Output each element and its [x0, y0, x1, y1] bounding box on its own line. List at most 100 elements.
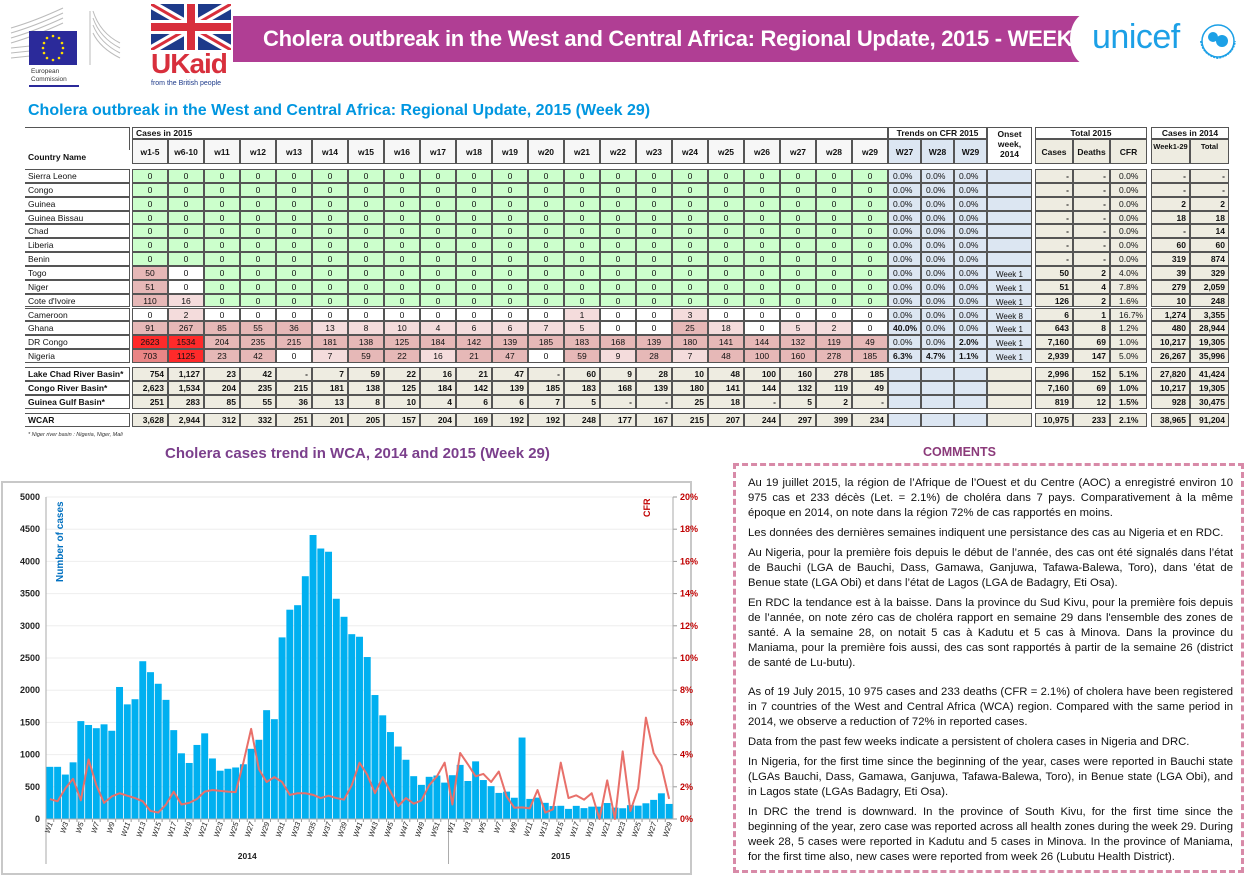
- summary-week-value: 125: [384, 381, 420, 395]
- y2014-value: 2: [1151, 196, 1190, 211]
- week-case-count: 0: [816, 293, 852, 308]
- week-case-count: 0: [708, 307, 744, 322]
- week-case-count: 0: [384, 196, 420, 211]
- country-name: Nigeria: [25, 349, 130, 363]
- week-case-count: 0: [456, 252, 492, 266]
- week-case-count: 0: [816, 252, 852, 266]
- total-2015-value: 2: [1073, 265, 1110, 280]
- y2014-value: 3,355: [1190, 307, 1229, 322]
- summary-week-value: 55: [240, 395, 276, 409]
- summary-week-value: 160: [780, 367, 816, 381]
- week-case-count: 0: [384, 238, 420, 253]
- x-tick-label: W23: [614, 820, 628, 838]
- week-case-count: 6: [456, 321, 492, 336]
- week-case-count: 204: [204, 335, 240, 350]
- week-case-count: 0: [636, 321, 672, 336]
- country-name: DR Congo: [25, 335, 130, 350]
- trend-cfr-value: 2.0%: [954, 335, 987, 350]
- week-case-count: 0: [384, 224, 420, 239]
- cholera-cases-table: Country Name Cases in 2015 Trends on CFR 2…: [25, 127, 1229, 427]
- total-2015-value: -: [1073, 210, 1110, 225]
- summary-week-value: 1,534: [168, 381, 204, 395]
- trend-cfr-value: 0.0%: [954, 169, 987, 183]
- bar-2014-w48: [410, 776, 418, 819]
- y2014-value: 1,274: [1151, 307, 1190, 322]
- week-case-count: 0: [168, 210, 204, 225]
- week-case-count: 0: [636, 224, 672, 239]
- trend-cfr-value: 0.0%: [921, 196, 954, 211]
- summary-week-value: 207: [708, 413, 744, 427]
- week-case-count: 703: [132, 349, 168, 363]
- x-tick-label: W9: [105, 820, 117, 834]
- trend-column-header: W28: [921, 139, 954, 164]
- week-case-count: 215: [276, 335, 312, 350]
- week-case-count: 0: [204, 293, 240, 308]
- week-case-count: 0: [384, 293, 420, 308]
- y2014-value: 60: [1190, 238, 1229, 253]
- week-case-count: 7: [312, 349, 348, 363]
- week-case-count: 4: [420, 321, 456, 336]
- week-case-count: 0: [636, 210, 672, 225]
- bar-2015-w16: [565, 808, 572, 819]
- trend-cfr-value: 0.0%: [888, 279, 921, 294]
- bar-2014-w47: [402, 759, 410, 819]
- y2-tick-label: 16%: [680, 556, 698, 566]
- summary-week-value: 36: [276, 395, 312, 409]
- summary-2014-value: 38,965: [1151, 413, 1190, 427]
- comment-paragraph: Au Nigeria, pour la première fois depuis…: [748, 547, 1233, 589]
- week-case-count: 0: [276, 349, 312, 363]
- onset-week-value: [987, 196, 1032, 211]
- week-case-count: 0: [780, 196, 816, 211]
- total-2015-value: -: [1073, 169, 1110, 183]
- week-case-count: 0: [276, 238, 312, 253]
- summary-week-value: 47: [492, 367, 528, 381]
- x-tick-label: W23: [212, 820, 226, 838]
- week-case-count: 0: [636, 293, 672, 308]
- week-case-count: 9: [600, 349, 636, 363]
- week-case-count: 0: [204, 279, 240, 294]
- week-case-count: 139: [636, 335, 672, 350]
- week-case-count: 0: [744, 182, 780, 197]
- bar-2015-w26: [642, 803, 650, 819]
- bar-2014-w15: [154, 683, 162, 819]
- y-tick-label: 1000: [20, 750, 40, 760]
- total-2015-value: 4.0%: [1110, 265, 1147, 280]
- bar-2015-w12: [534, 797, 542, 819]
- comment-paragraph: Data from the past few weeks indicate a …: [748, 736, 1190, 748]
- bar-2014-w22: [208, 758, 216, 819]
- total-2015-value: 2: [1073, 293, 1110, 308]
- summary-week-value: 251: [132, 395, 168, 409]
- week-case-count: 0: [636, 279, 672, 294]
- bar-2014-w20: [193, 744, 201, 819]
- eu-stars-icon: [41, 34, 65, 62]
- bar-2014-w46: [394, 746, 402, 819]
- week-case-count: 6: [492, 321, 528, 336]
- x-tick-label: W1: [445, 821, 457, 834]
- total-2015-value: 7.8%: [1110, 279, 1147, 294]
- total-2015-value: 1: [1073, 307, 1110, 322]
- trend-cfr-value: 0.0%: [921, 210, 954, 225]
- trend-cfr-value: 40.0%: [888, 321, 921, 336]
- country-name: Togo: [25, 265, 130, 280]
- week-case-count: 21: [456, 349, 492, 363]
- bar-2015-w2: [456, 764, 464, 819]
- total-2015-value: 2,939: [1035, 349, 1073, 363]
- bar-2014-w40: [348, 634, 356, 819]
- y2-tick-label: 20%: [680, 492, 698, 502]
- week-case-count: 1: [564, 307, 600, 322]
- week-case-count: 0: [420, 182, 456, 197]
- week-case-count: 0: [852, 224, 888, 239]
- week-case-count: 160: [780, 349, 816, 363]
- week-case-count: 0: [132, 252, 168, 266]
- x-tick-label: W29: [661, 820, 675, 838]
- summary-week-value: 7: [312, 367, 348, 381]
- x-tick-label: W43: [367, 820, 381, 838]
- week-case-count: 0: [636, 169, 672, 183]
- week-case-count: 0: [420, 169, 456, 183]
- summary-week-value: 185: [852, 367, 888, 381]
- trend-cfr-value: 0.0%: [921, 307, 954, 322]
- total-2015-value: 147: [1073, 349, 1110, 363]
- week-case-count: 23: [204, 349, 240, 363]
- basin-name: Congo River Basin*: [25, 381, 130, 395]
- y2014-value: -: [1151, 169, 1190, 183]
